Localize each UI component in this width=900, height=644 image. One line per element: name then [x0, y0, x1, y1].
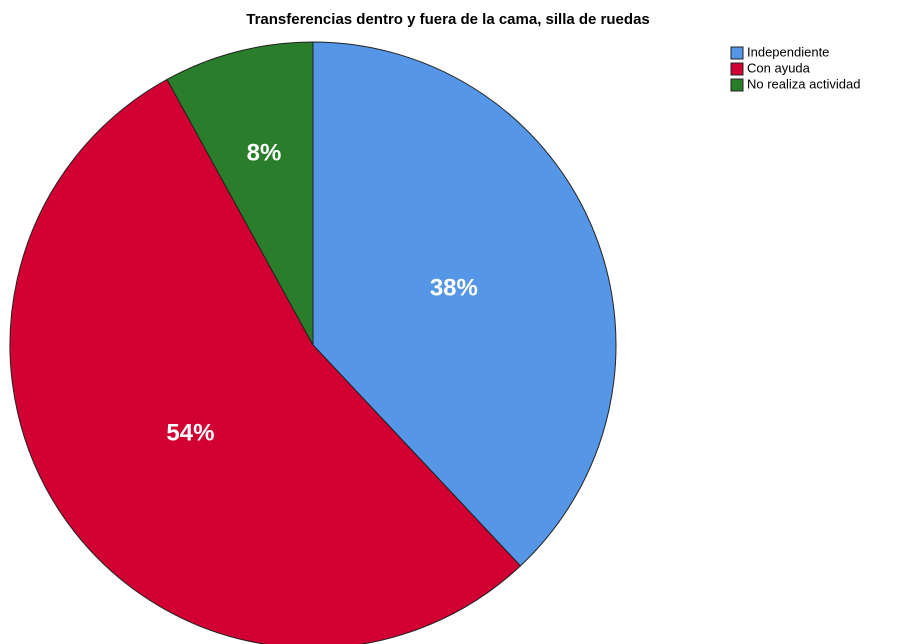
chart-title: Transferencias dentro y fuera de la cama…: [246, 11, 650, 28]
slice-label: 8%: [247, 140, 282, 167]
legend-text: No realiza actividad: [747, 76, 860, 91]
legend-swatch: [730, 62, 744, 76]
pie-slice: [9, 78, 522, 644]
slice-label: 38%: [430, 275, 478, 302]
legend-swatch: [730, 46, 744, 60]
pie-slice: [166, 41, 314, 346]
legend-text: Con ayuda: [747, 60, 811, 75]
pie-slice: [312, 41, 617, 567]
slice-label: 54%: [166, 419, 214, 446]
legend-swatch: [730, 78, 744, 92]
legend-text: Independiente: [747, 44, 829, 59]
